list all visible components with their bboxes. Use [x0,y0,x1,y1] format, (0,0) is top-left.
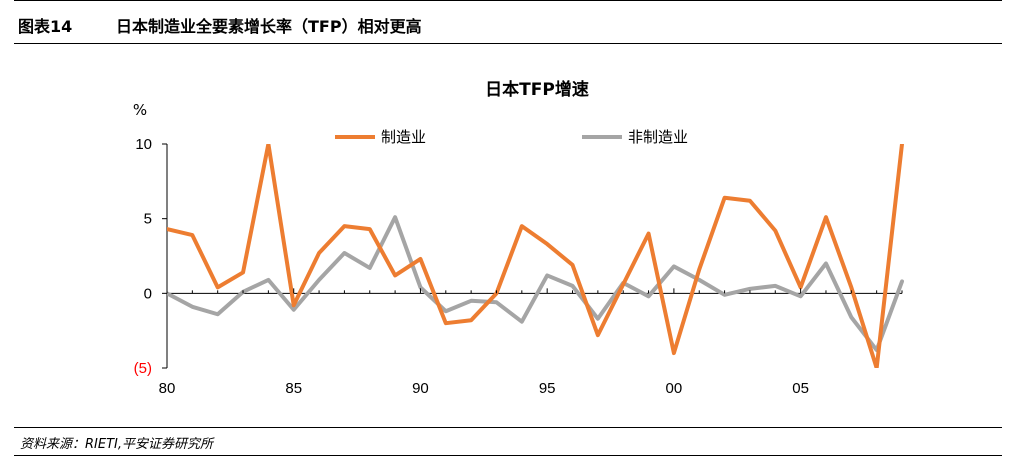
chart-series [167,144,904,368]
figure-footer: 资料来源：RIETI,平安证券研究所 [14,427,1002,456]
legend-label: 制造业 [381,128,426,146]
y-tick-label: (5) [134,360,152,377]
series-line-manufacturing [167,144,904,368]
x-tick-label: 80 [159,380,176,397]
x-tick-label: 00 [666,380,683,397]
x-axis-ticks: 80 85 90 95 00 05 [159,288,903,397]
x-tick-label: 85 [285,380,302,397]
figure-title: 日本制造业全要素增长率（TFP）相对更高 [116,17,422,36]
chart-legend: 制造业 非制造业 [335,128,688,146]
figure-header: 图表14 日本制造业全要素增长率（TFP）相对更高 [14,0,1002,44]
y-axis-unit-label: % [133,101,147,119]
y-tick-label: 10 [135,136,152,153]
x-tick-label: 90 [412,380,429,397]
figure-number: 图表14 [18,17,73,36]
x-tick-label: 05 [792,380,809,397]
y-tick-label: 0 [144,285,152,302]
legend-label: 非制造业 [628,128,688,146]
series-line-non-manufacturing [167,215,904,353]
chart-title: 日本TFP增速 [485,79,589,100]
y-tick-label: 5 [144,211,152,228]
chart-axes [166,144,902,368]
y-axis-ticks: 10 5 0 (5) [134,136,167,377]
x-tick-label: 95 [539,380,556,397]
source-note: 资料来源：RIETI,平安证券研究所 [20,437,213,452]
